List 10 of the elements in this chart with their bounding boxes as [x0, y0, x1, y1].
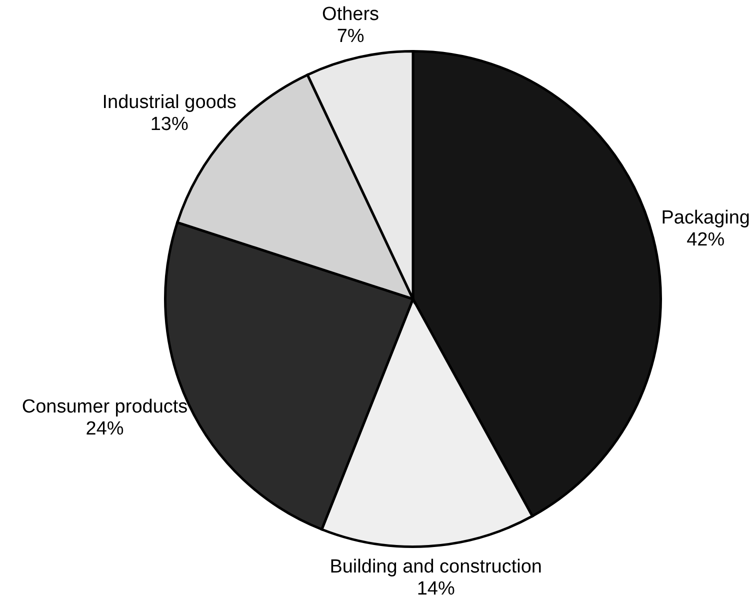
slice-label: Packaging — [661, 208, 750, 229]
data-label: 14% — [416, 578, 455, 595]
slice-label: Industrial goods — [102, 92, 236, 114]
data-label: 13% — [150, 114, 188, 136]
slice-label: Building and construction — [330, 556, 542, 578]
data-label: 24% — [86, 418, 124, 440]
slice-label: Consumer products — [22, 396, 188, 418]
data-label: 42% — [686, 230, 725, 251]
data-label: 7% — [336, 26, 364, 48]
slice-label: Others — [322, 4, 380, 26]
